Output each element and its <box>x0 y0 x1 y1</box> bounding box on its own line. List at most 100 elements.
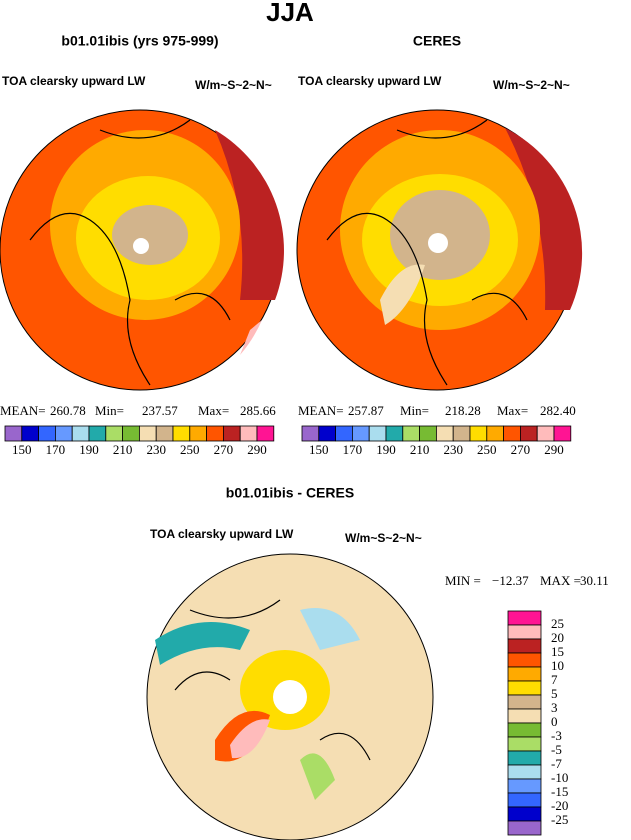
colorbar-label: 150 <box>309 442 329 457</box>
map-model <box>0 109 284 391</box>
colorbar-box <box>351 425 370 442</box>
colorbar-box <box>4 425 23 442</box>
colorbar-box <box>71 425 90 442</box>
colorbar-box <box>507 736 542 752</box>
stat-label: MEAN= <box>298 403 344 418</box>
colorbar-label: 290 <box>247 442 267 457</box>
colorbar-box <box>507 694 542 710</box>
colorbar-label: 3 <box>551 700 558 715</box>
colorbar-box <box>507 666 542 682</box>
stat-label: MAX = <box>540 573 581 588</box>
colorbar-box <box>402 425 420 442</box>
colorbar-label: 270 <box>214 442 234 457</box>
colorbar-box <box>21 425 39 442</box>
figure-title: JJA <box>266 0 314 27</box>
colorbar-box <box>256 425 275 442</box>
stat-label: MEAN= <box>0 403 46 418</box>
stat-value: 260.78 <box>50 403 86 418</box>
stat-value: 237.57 <box>142 403 178 418</box>
colorbar-box <box>507 722 542 738</box>
colorbar-box <box>507 680 542 696</box>
colorbar-label: 210 <box>113 442 133 457</box>
stat-label: Max= <box>198 403 229 418</box>
colorbar-box <box>507 764 542 780</box>
panel-title: b01.01ibis - CERES <box>226 485 354 501</box>
colorbar-label: 25 <box>551 616 564 631</box>
colorbar-box <box>419 425 437 442</box>
colorbar-box <box>335 425 353 442</box>
colorbar-box <box>206 425 224 442</box>
colorbar-label: 210 <box>410 442 430 457</box>
colorbar-label: -20 <box>551 798 568 813</box>
colorbar-box <box>435 425 454 442</box>
colorbar-label: 190 <box>79 442 99 457</box>
colorbar-label: 10 <box>551 658 564 673</box>
colorbar-box <box>553 425 572 442</box>
colorbar-box <box>469 425 488 442</box>
colorbar-box <box>239 425 258 442</box>
colorbar-label: 5 <box>551 686 558 701</box>
colorbar-label: -10 <box>551 770 568 785</box>
colorbar-box <box>368 425 387 442</box>
colorbar-box <box>507 652 542 668</box>
stat-label: MIN = <box>445 573 481 588</box>
colorbar-box <box>503 425 521 442</box>
map-ceres <box>296 109 583 391</box>
colorbar-label: 250 <box>477 442 497 457</box>
variable-label: TOA clearsky upward LW <box>150 527 294 541</box>
stat-value: 257.87 <box>348 403 384 418</box>
colorbar-box <box>172 425 191 442</box>
colorbar-box <box>520 425 538 442</box>
colorbar-box <box>507 624 542 640</box>
colorbar-box <box>507 610 542 626</box>
stat-value: 218.28 <box>445 403 481 418</box>
colorbar-label: -5 <box>551 742 562 757</box>
colorbar-box <box>38 425 56 442</box>
colorbar-label: 20 <box>551 630 564 645</box>
colorbar-label: 190 <box>376 442 396 457</box>
colorbar-label: 0 <box>551 714 558 729</box>
colorbar-box <box>222 425 241 442</box>
colorbar-box <box>318 425 336 442</box>
stat-value: 285.66 <box>240 403 276 418</box>
units-label: W/m~S~2~N~ <box>195 78 272 92</box>
stat-label: Min= <box>400 403 429 418</box>
units-label: W/m~S~2~N~ <box>493 78 570 92</box>
colorbar-label: -7 <box>551 756 562 771</box>
colorbar-label: 15 <box>551 644 564 659</box>
colorbar-box <box>507 778 542 794</box>
colorbar-label: 7 <box>551 672 558 687</box>
variable-label: TOA clearsky upward LW <box>2 74 146 88</box>
colorbar-box <box>301 425 320 442</box>
colorbar-box <box>155 425 174 442</box>
colorbar-label: -3 <box>551 728 562 743</box>
colorbar-box <box>507 750 542 766</box>
colorbar-label: -15 <box>551 784 568 799</box>
variable-label: TOA clearsky upward LW <box>298 74 442 88</box>
stat-label: Max= <box>497 403 528 418</box>
panel-title: CERES <box>413 33 461 49</box>
colorbar-box <box>507 708 542 724</box>
stat-value: 30.11 <box>580 573 609 588</box>
colorbar-box <box>189 425 208 442</box>
colorbar-box <box>507 792 542 808</box>
stat-value: 282.40 <box>540 403 576 418</box>
colorbar-box <box>105 425 124 442</box>
units-label: W/m~S~2~N~ <box>345 531 422 545</box>
colorbar-label: 230 <box>146 442 166 457</box>
colorbar-box <box>55 425 73 442</box>
colorbar-box <box>507 820 542 836</box>
stat-label: Min= <box>95 403 124 418</box>
stat-value: −12.37 <box>492 573 529 588</box>
colorbar-box <box>507 806 542 822</box>
colorbar-box <box>536 425 555 442</box>
colorbar-box <box>385 425 404 442</box>
panel-title: b01.01ibis (yrs 975-999) <box>61 33 218 49</box>
colorbar-box <box>452 425 471 442</box>
colorbar-label: 150 <box>12 442 32 457</box>
colorbar-label: 250 <box>180 442 200 457</box>
map-difference <box>146 553 434 840</box>
colorbar-label: 170 <box>46 442 66 457</box>
colorbar-label: -25 <box>551 812 568 827</box>
